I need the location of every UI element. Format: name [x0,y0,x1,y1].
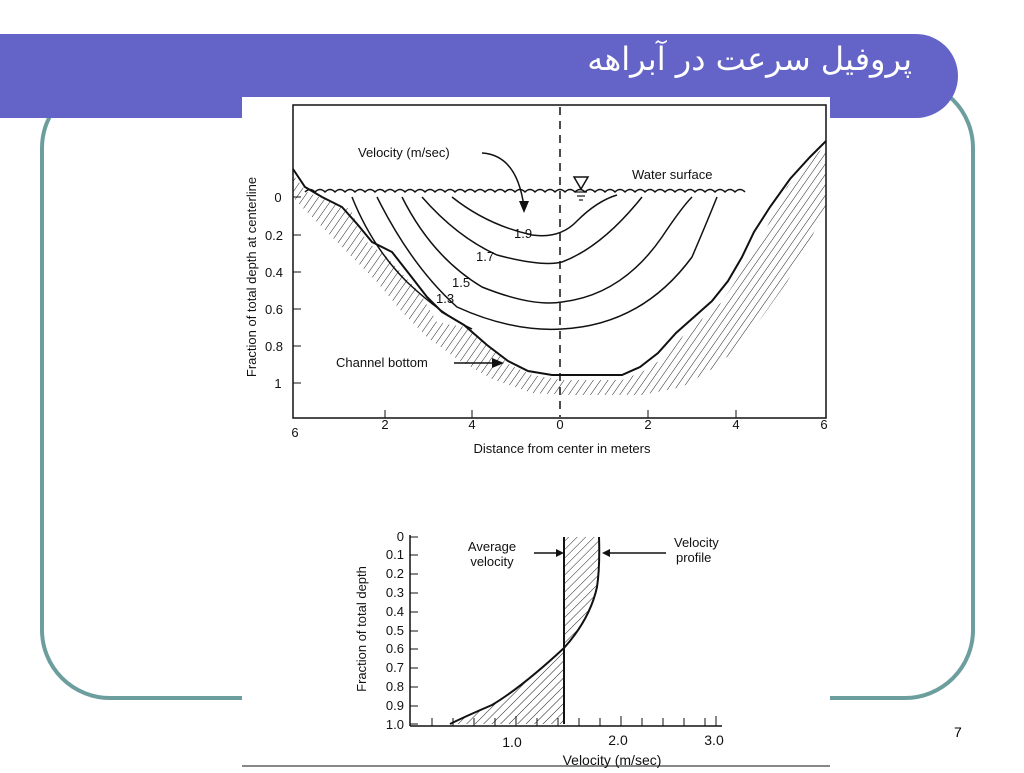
isovel-1-9 [451,194,618,237]
velocity-profile-curve [449,536,601,725]
y-ticks [410,536,418,725]
y-tick-label: 0.8 [265,339,283,354]
y-tick-label: 0.2 [386,566,404,581]
channel-bed-hatching [293,145,826,395]
isovel-label: 1.9 [514,226,532,241]
y-tick-label: 0.9 [386,698,404,713]
x-tick-label: 6 [820,417,827,432]
y-tick-label: 0.6 [265,302,283,317]
y-tick-label: 0.2 [265,228,283,243]
average-velocity-label: Average [468,539,516,554]
y-tick-label: 0.3 [386,585,404,600]
x-tick-label: 4 [732,417,739,432]
x-tick-label: 0 [556,417,563,432]
channel-bottom-line [292,140,827,376]
y-tick-label: 0.5 [386,623,404,638]
y-axis-label: Fraction of total depth [354,566,369,692]
profile-deficit-area [450,648,564,724]
y-tick-label: 0.4 [386,604,404,619]
water-level-symbol [572,176,590,201]
average-velocity-label: velocity [470,554,514,569]
y-ticks [293,196,301,384]
y-tick-label: 0.8 [386,679,404,694]
water-surface-label: Water surface [632,167,712,182]
velocity-profile-label: Velocity [674,535,719,550]
x-tick-label: 2 [644,417,651,432]
velocity-arrow [481,152,525,208]
isovel-label: 1.7 [476,249,494,264]
x-ticks [384,410,737,418]
profile-excess-area [564,537,600,648]
channel-bottom-label: Channel bottom [336,355,428,370]
x-tick-label: 3.0 [704,732,724,748]
isovel-1-5 [401,196,693,304]
y-tick-label: 0 [397,529,404,544]
cross-section-figure: 1.9 1.7 1.5 1.3 Velocity (m/sec) Water s… [242,97,830,507]
y-tick-label: 0.1 [386,547,404,562]
y-tick-label: 0.6 [386,641,404,656]
y-tick-labels: 0 0.1 0.2 0.3 0.4 0.5 0.6 0.7 0.8 0.9 1.… [386,529,404,732]
velocity-label: Velocity (m/sec) [358,145,450,160]
plot-frame [292,104,827,419]
water-surface-line [304,188,746,194]
x-tick-label: 2 [381,417,388,432]
velocity-profile-label: profile [676,550,711,565]
x-tick-label: 4 [468,417,475,432]
y-tick-label: 0.4 [265,265,283,280]
slide-title: پروفیل سرعت در آبراهه [587,40,912,78]
velocity-profile-figure: 0 0.1 0.2 0.3 0.4 0.5 0.6 0.7 0.8 0.9 1.… [242,507,830,768]
isovel-outer [351,196,473,330]
isovel-label: 1.3 [436,291,454,306]
isovel-1-7 [421,196,643,265]
page-number: 7 [954,724,962,740]
isovel-label: 1.5 [452,275,470,290]
y-tick-label: 0 [274,190,281,205]
y-tick-label: 1 [274,376,281,391]
x-tick-label: 2.0 [608,732,628,748]
y-tick-label: 1.0 [386,717,404,732]
x-axis-label: Velocity (m/sec) [563,752,662,768]
x-tick-label: 6 [291,425,298,440]
x-axis-label: Distance from center in meters [473,441,651,456]
y-axis-label: Fraction of total depth at centerline [244,177,259,377]
x-tick-label: 1.0 [502,734,522,750]
x-ticks [431,716,717,726]
y-tick-label: 0.7 [386,660,404,675]
isovel-1-3 [376,196,718,331]
